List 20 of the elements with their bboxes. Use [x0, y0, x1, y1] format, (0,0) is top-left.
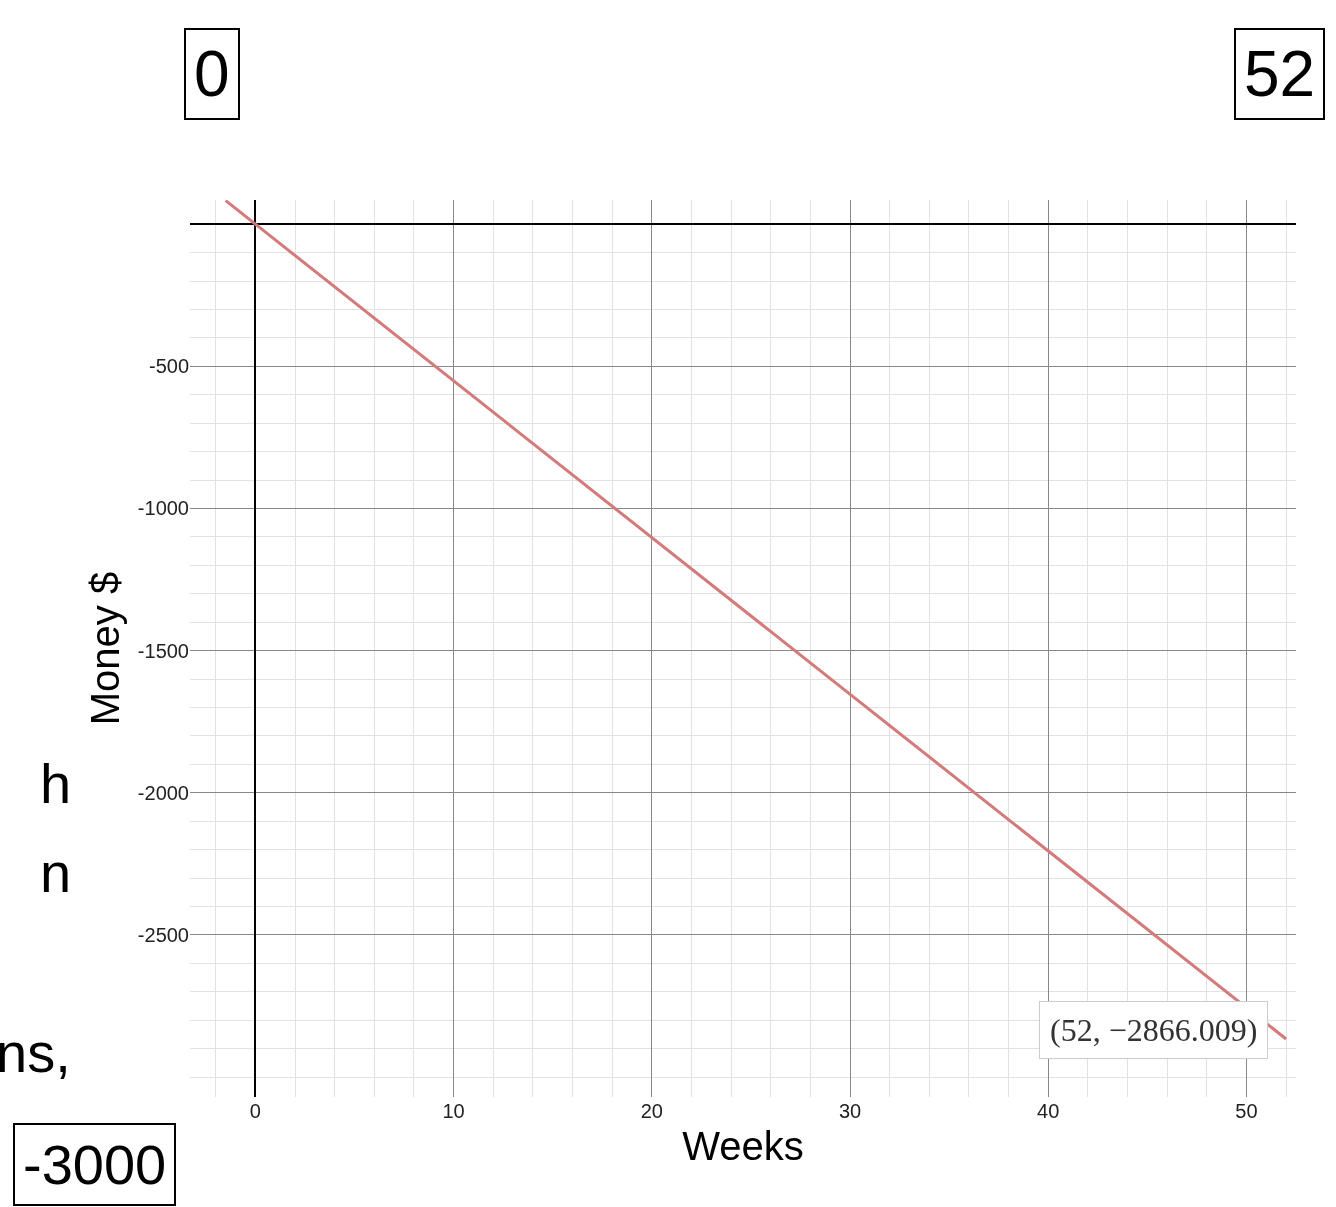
y-tick-label: -2500: [137, 923, 189, 946]
x-axis-title: Weeks: [682, 1123, 804, 1168]
y-tick-label: -2000: [137, 781, 189, 804]
x-tick-label: 40: [1037, 1100, 1060, 1122]
text: 0: [194, 38, 230, 110]
text: ns,: [0, 1021, 71, 1084]
annotation: (52, −2866.009): [1050, 1012, 1258, 1048]
y-axis-title: Money $: [83, 571, 128, 726]
text: h: [40, 752, 72, 815]
text: n: [40, 841, 72, 904]
text: 52: [1244, 38, 1316, 110]
x-tick-label: 20: [640, 1100, 663, 1122]
x-tick-label: 10: [442, 1100, 465, 1122]
y-tick-label: -500: [148, 355, 189, 378]
text: -3000: [23, 1133, 167, 1196]
y-tick-label: -1500: [137, 639, 189, 662]
x-tick-label: 50: [1235, 1100, 1258, 1122]
x-tick-label: 0: [249, 1100, 261, 1122]
y-tick-label: -1000: [137, 497, 189, 520]
x-tick-label: 30: [838, 1100, 862, 1122]
